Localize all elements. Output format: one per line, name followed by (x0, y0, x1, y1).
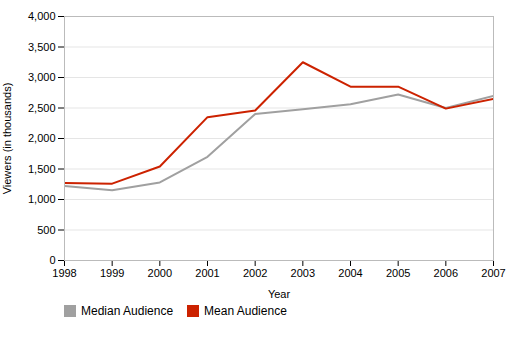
svg-text:1,500: 1,500 (28, 163, 56, 175)
html-text:Mean Audience: Mean Audience (204, 304, 287, 318)
svg-text:1,000: 1,000 (28, 193, 56, 205)
svg-text:2000: 2000 (148, 267, 172, 279)
svg-text:0: 0 (49, 254, 55, 266)
svg-text:2,000: 2,000 (28, 132, 56, 144)
svg-text:2004: 2004 (338, 267, 362, 279)
svg-text:2002: 2002 (243, 267, 267, 279)
svg-text:500: 500 (37, 224, 55, 236)
svg-text:Year: Year (268, 288, 291, 300)
svg-text:2007: 2007 (481, 267, 505, 279)
svg-text:2,500: 2,500 (28, 102, 56, 114)
svg-text:2005: 2005 (386, 267, 410, 279)
svg-text:2003: 2003 (291, 267, 315, 279)
svg-text:4,000: 4,000 (28, 10, 56, 22)
svg-text:1999: 1999 (100, 267, 124, 279)
html-text:Median Audience: Median Audience (81, 304, 174, 318)
svg-text:2006: 2006 (434, 267, 458, 279)
svg-text:3,000: 3,000 (28, 71, 56, 83)
svg-text:1998: 1998 (52, 267, 76, 279)
svg-text:2001: 2001 (195, 267, 219, 279)
svg-text:3,500: 3,500 (28, 41, 56, 53)
svg-text:Viewers (in thousands): Viewers (in thousands) (1, 83, 13, 195)
